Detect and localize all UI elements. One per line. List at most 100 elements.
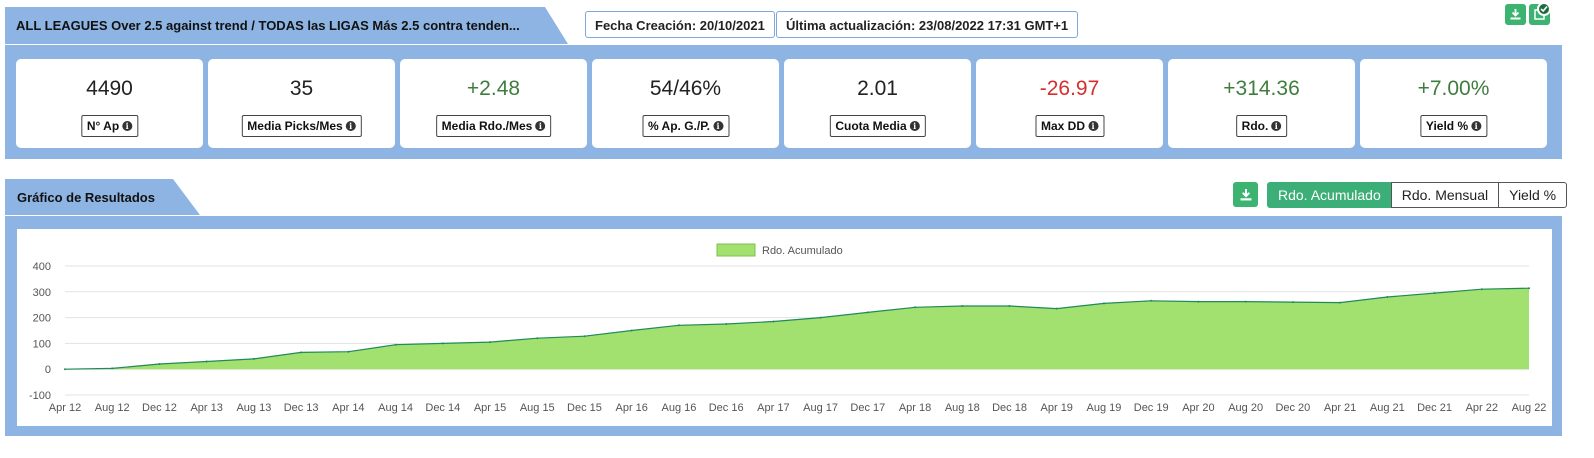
toggle-yield[interactable]: Yield %	[1498, 182, 1568, 208]
stat-value: 4490	[86, 77, 133, 100]
data-point	[1480, 288, 1483, 291]
title-tab-shape	[5, 7, 568, 44]
data-point	[1528, 287, 1530, 290]
x-tick-label: Apr 18	[899, 402, 931, 414]
stat-label-text: Yield %	[1425, 119, 1469, 133]
x-tick-label: Aug 20	[1228, 402, 1263, 414]
section-tab-shape	[5, 179, 200, 215]
series-area	[65, 288, 1529, 370]
data-point	[677, 324, 680, 327]
x-tick-label: Dec 15	[567, 402, 602, 414]
y-tick-label: 300	[33, 287, 51, 299]
stat-value: +7.00%	[1417, 77, 1490, 100]
results-chart-tab: Gráfico de Resultados	[5, 179, 200, 215]
data-point	[489, 341, 491, 344]
stat-card: 35 Media Picks/Mes i	[208, 59, 395, 148]
data-point	[441, 342, 444, 345]
data-point	[866, 311, 869, 314]
x-tick-label: Dec 18	[992, 402, 1027, 414]
x-tick-label: Aug 14	[378, 402, 413, 414]
info-icon[interactable]: i	[1271, 121, 1282, 131]
stat-value: +2.48	[466, 77, 521, 100]
data-point	[1386, 296, 1389, 298]
y-tick-label: 100	[33, 338, 51, 350]
x-tick-label: Aug 18	[945, 402, 980, 414]
data-point	[1433, 292, 1436, 295]
stat-label-text: N° Ap	[86, 119, 120, 133]
stat-value: 54/46%	[649, 77, 722, 100]
toggle-monthly[interactable]: Rdo. Mensual	[1390, 182, 1500, 208]
x-tick-label: Aug 16	[661, 402, 696, 414]
stat-label[interactable]: N° Ap i	[80, 115, 139, 137]
stat-label[interactable]: % Ap. G./P. i	[641, 115, 730, 137]
x-tick-label: Dec 21	[1417, 402, 1452, 414]
stat-label-text: Cuota Media	[835, 119, 907, 133]
stat-label-text: % Ap. G./P.	[647, 119, 711, 133]
x-tick-label: Apr 13	[190, 402, 222, 414]
data-point	[1197, 300, 1200, 303]
data-point	[394, 343, 397, 346]
info-icon[interactable]: i	[909, 121, 920, 131]
x-tick-label: Apr 14	[332, 402, 364, 414]
stat-label[interactable]: Rdo. i	[1235, 115, 1288, 137]
last-update-date: Última actualización: 23/08/2022 17:31 G…	[776, 11, 1079, 38]
info-icon[interactable]: i	[535, 121, 546, 131]
x-tick-label: Apr 17	[757, 402, 789, 414]
data-point	[914, 306, 917, 309]
x-tick-label: Aug 22	[1512, 402, 1547, 414]
x-tick-label: Aug 19	[1087, 402, 1122, 414]
y-tick-label: 200	[33, 313, 51, 325]
stat-label[interactable]: Yield % i	[1419, 115, 1488, 137]
data-point	[1339, 301, 1342, 304]
data-point	[961, 305, 964, 307]
legend-label: Rdo. Acumulado	[762, 245, 843, 257]
data-point	[630, 329, 633, 332]
x-tick-label: Aug 17	[803, 402, 838, 414]
x-tick-label: Apr 16	[615, 402, 647, 414]
data-point	[64, 368, 66, 371]
chart-view-toggle: Rdo. Acumulado Rdo. Mensual Yield %	[1267, 182, 1568, 208]
data-point	[583, 335, 586, 338]
data-point	[300, 351, 303, 354]
data-point	[772, 320, 775, 323]
stat-value: 2.01	[857, 77, 898, 100]
x-tick-label: Aug 15	[520, 402, 555, 414]
stat-card: -26.97 Max DD i	[976, 59, 1163, 148]
info-icon[interactable]: i	[122, 121, 133, 131]
toggle-cumulative[interactable]: Rdo. Acumulado	[1267, 182, 1392, 208]
x-tick-label: Apr 12	[49, 402, 81, 414]
stat-label[interactable]: Media Rdo./Mes i	[435, 115, 552, 137]
data-point	[536, 337, 539, 340]
info-icon[interactable]: i	[713, 121, 724, 131]
chart-panel: 400 300 200 100 0 -100 Apr 12 Aug 12 Dec 12 Apr 1…	[5, 216, 1562, 436]
info-icon[interactable]: i	[1088, 121, 1099, 131]
data-point	[1244, 300, 1247, 303]
stat-label[interactable]: Cuota Media i	[829, 115, 926, 137]
stat-card: +314.36 Rdo. i	[1168, 59, 1355, 148]
strategy-title: ALL LEAGUES Over 2.5 against trend / TOD…	[16, 18, 520, 33]
x-tick-label: Apr 20	[1182, 402, 1214, 414]
data-point	[1103, 302, 1105, 305]
stat-label[interactable]: Max DD i	[1034, 115, 1105, 137]
section-title: Gráfico de Resultados	[17, 190, 155, 205]
chart-container: 400 300 200 100 0 -100 Apr 12 Aug 12 Dec 12 Apr 1…	[17, 229, 1552, 426]
stat-label-text: Rdo.	[1241, 119, 1269, 133]
strategy-title-tab: ALL LEAGUES Over 2.5 against trend / TOD…	[5, 7, 568, 44]
info-icon[interactable]: i	[1471, 121, 1482, 131]
chart-download-button[interactable]	[1233, 182, 1258, 207]
stat-label[interactable]: Media Picks/Mes i	[241, 115, 362, 137]
x-tick-label: Apr 21	[1324, 402, 1356, 414]
x-tick-label: Dec 20	[1275, 402, 1310, 414]
creation-date: Fecha Creación: 20/10/2021	[585, 11, 775, 38]
download-button[interactable]	[1505, 4, 1526, 25]
x-tick-label: Apr 19	[1041, 402, 1073, 414]
data-point	[1291, 301, 1294, 304]
info-icon[interactable]: i	[345, 121, 356, 131]
stat-label-text: Max DD	[1040, 119, 1086, 133]
stat-label-text: Media Picks/Mes	[247, 119, 343, 133]
series-line	[64, 287, 1530, 370]
stat-card: 2.01 Cuota Media i	[784, 59, 971, 148]
data-point	[252, 357, 255, 360]
y-tick-label: 0	[45, 364, 51, 376]
x-tick-label: Dec 12	[142, 402, 177, 414]
